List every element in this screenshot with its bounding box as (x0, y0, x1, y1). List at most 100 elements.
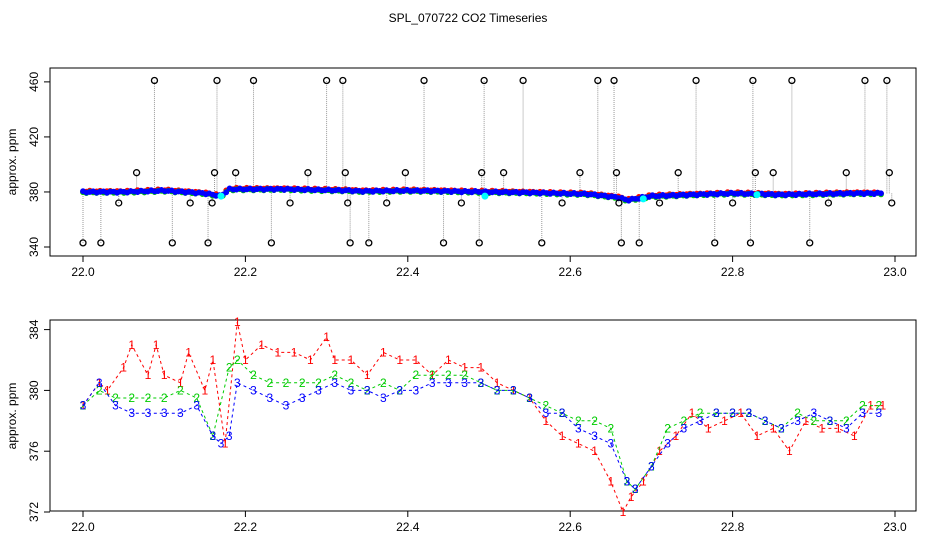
bottom-series-1-point: 1 (120, 361, 127, 375)
bottom-series-2-point: 2 (526, 391, 533, 405)
bottom-series-3-point: 3 (266, 391, 273, 405)
top-spike-point (842, 169, 850, 177)
bottom-series-2-point: 2 (380, 376, 387, 390)
top-spike-point (806, 239, 814, 247)
top-y-tick-label: 460 (27, 72, 41, 92)
bottom-series-1-point: 1 (242, 353, 249, 367)
bottom-series-2-point: 2 (96, 383, 103, 397)
bottom-x-tick-label: 22.6 (559, 520, 583, 534)
bottom-series-2-point: 2 (145, 391, 152, 405)
top-spike-point (610, 76, 618, 85)
top-panel: approx. ppm 22.0 22.2 22.4 22.6 22.8 23.0 340 3… (5, 67, 917, 279)
bottom-series-1-point: 1 (575, 437, 582, 451)
bottom-y-axis-label: approx. ppm (5, 383, 19, 450)
top-spike-point (304, 169, 312, 177)
bottom-series-3-point: 3 (632, 482, 639, 496)
top-cyan-point (639, 195, 647, 203)
bottom-series-1-point: 1 (185, 345, 192, 359)
top-spike-point (728, 199, 737, 207)
bottom-series-2-point: 2 (624, 475, 631, 489)
bottom-series-2-point: 2 (161, 391, 168, 405)
top-spike-point (204, 239, 212, 247)
bottom-series-1-point: 1 (526, 391, 533, 405)
bottom-series-3-point: 3 (778, 421, 785, 435)
bottom-series-2-point: 2 (542, 399, 549, 413)
bottom-series-3-point: 3 (193, 399, 200, 413)
top-x-tick-label: 22.4 (396, 265, 420, 279)
bottom-series-2-point: 2 (250, 368, 257, 382)
top-y-tick-label: 340 (27, 237, 41, 257)
bottom-series-2-point: 2 (331, 368, 338, 382)
bottom-series-1-point: 1 (331, 353, 338, 367)
bottom-series-3-point: 3 (161, 406, 168, 420)
bottom-panel: approx. ppm 22.0 22.2 22.4 22.6 22.8 23.0 372 3… (5, 315, 917, 534)
top-spike-point (888, 199, 896, 207)
bottom-series-1-point: 1 (851, 429, 858, 443)
bottom-series-2-point: 2 (875, 399, 882, 413)
bottom-series-2-point: 2 (664, 421, 671, 435)
top-axes: 22.0 22.2 22.4 22.6 22.8 23.0 340 380 420 460 (27, 72, 907, 279)
top-spike-point (594, 76, 602, 85)
top-spike-point (249, 76, 258, 85)
top-spike-point (885, 169, 893, 177)
top-spike-point (150, 76, 159, 85)
bottom-series-2-point: 2 (681, 414, 688, 428)
bottom-series-1-point: 1 (96, 376, 103, 390)
bottom-series-3-point: 3 (494, 383, 501, 397)
bottom-series-2-point: 2 (697, 406, 704, 420)
bottom-series-1-point: 1 (478, 361, 485, 375)
bottom-series-1-point: 1 (689, 406, 696, 420)
bottom-series-1-point: 1 (721, 414, 728, 428)
bottom-series-3-point: 3 (745, 406, 752, 420)
bottom-series-2-point: 2 (429, 368, 436, 382)
top-spike-point (401, 169, 410, 177)
top-spike-point (576, 169, 584, 177)
bottom-series-1-point: 1 (128, 338, 135, 352)
bottom-series-3-point: 3 (396, 383, 403, 397)
bottom-series-3-point: 3 (542, 406, 549, 420)
top-x-tick-label: 22.0 (71, 265, 95, 279)
bottom-series-3-point: 3 (713, 406, 720, 420)
bottom-series-1-point: 1 (201, 383, 208, 397)
top-spike-point (132, 169, 141, 177)
bottom-x-tick-label: 22.4 (396, 520, 420, 534)
top-spike-point (615, 199, 623, 207)
bottom-series-2-point: 2 (226, 361, 233, 375)
bottom-series-3-point: 3 (299, 391, 306, 405)
top-spike-point (692, 76, 700, 85)
bottom-series-3-point: 3 (559, 406, 566, 420)
bottom-series-2-point: 2 (461, 368, 468, 382)
top-spike-point (635, 239, 643, 247)
top-spike-point (383, 199, 391, 207)
bottom-series-3-point: 3 (510, 383, 517, 397)
bottom-series-3-point: 3 (80, 399, 87, 413)
top-y-tick-label: 380 (27, 182, 41, 202)
bottom-series-2-point: 2 (128, 391, 135, 405)
bottom-series-1-point: 1 (222, 437, 229, 451)
bottom-series-3-point: 3 (145, 406, 152, 420)
bottom-series-2-point: 2 (729, 406, 736, 420)
bottom-series-1-point: 1 (461, 361, 468, 375)
bottom-series-3-point: 3 (218, 437, 225, 451)
top-spike-point (655, 199, 664, 207)
bottom-series-2-point: 2 (413, 368, 420, 382)
bottom-series-1-point: 1 (307, 353, 314, 367)
bottom-series-1-point: 1 (177, 376, 184, 390)
bottom-series-2-point: 2 (859, 399, 866, 413)
bottom-series-2-point: 2 (510, 383, 517, 397)
bottom-series-1-point: 1 (210, 353, 217, 367)
top-spike-point (788, 76, 796, 85)
bottom-series-1-point: 1 (559, 429, 566, 443)
bottom-series-3-point: 3 (177, 406, 184, 420)
bottom-series-1-point: 1 (656, 444, 663, 458)
top-spike-point (457, 199, 466, 207)
bottom-series-1-point: 1 (104, 383, 111, 397)
bottom-x-tick-label: 22.2 (234, 520, 258, 534)
top-spike-point (365, 239, 373, 247)
bottom-series-3-point: 3 (429, 376, 436, 390)
bottom-series-3-point: 3 (607, 437, 614, 451)
bottom-series-1-point: 1 (620, 505, 627, 519)
bottom-x-tick-label: 22.8 (721, 520, 745, 534)
bottom-series-3-point: 3 (250, 383, 257, 397)
bottom-series-3-point: 3 (843, 421, 850, 435)
